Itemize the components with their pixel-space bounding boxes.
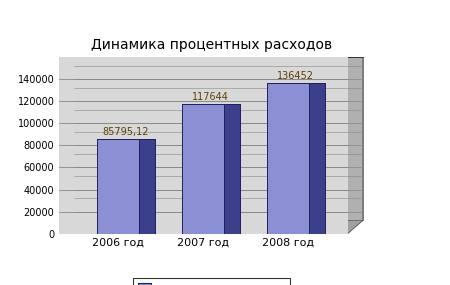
Title: Динамика процентных расходов: Динамика процентных расходов (91, 38, 332, 52)
Polygon shape (182, 104, 224, 234)
Text: 85795,12: 85795,12 (103, 127, 149, 137)
Text: 117644: 117644 (192, 91, 229, 101)
Polygon shape (347, 57, 363, 234)
Text: 136452: 136452 (277, 71, 314, 81)
Polygon shape (58, 221, 363, 234)
Polygon shape (267, 83, 309, 234)
Polygon shape (74, 57, 363, 221)
Polygon shape (97, 139, 139, 234)
Polygon shape (58, 57, 347, 234)
Polygon shape (224, 104, 239, 234)
Polygon shape (139, 139, 154, 234)
Polygon shape (309, 83, 324, 234)
Legend: процентные расходы: процентные расходы (133, 278, 290, 285)
